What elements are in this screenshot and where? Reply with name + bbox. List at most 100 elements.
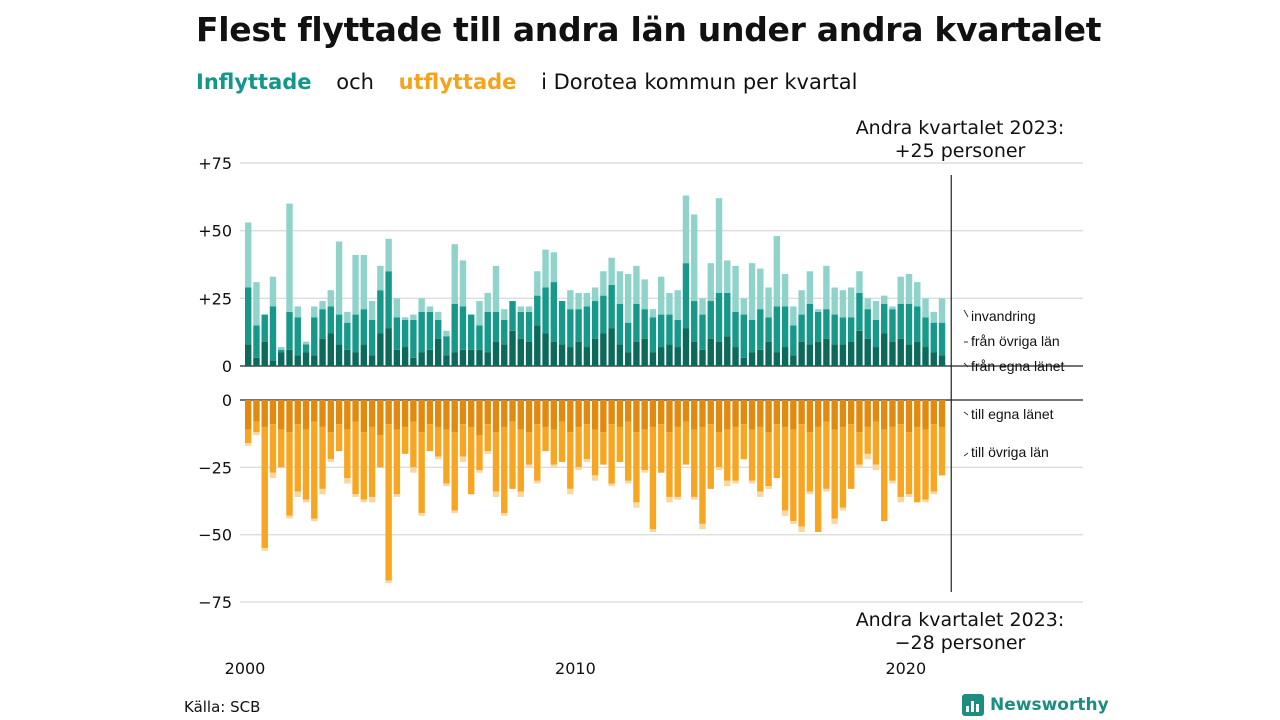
- in-immigration-bar: [831, 287, 838, 315]
- out-emigration-bar: [748, 480, 756, 484]
- in-own-bar: [881, 333, 888, 366]
- bottom-tick-label: −25: [198, 458, 232, 477]
- in-immigration-bar: [740, 298, 747, 315]
- out-own-bar: [534, 400, 541, 425]
- out-emigration-bar: [831, 518, 838, 524]
- out-own-bar: [335, 400, 343, 425]
- out-other-bar: [624, 421, 632, 481]
- out-emigration-bar: [905, 494, 913, 497]
- out-other-bar: [699, 426, 706, 524]
- subtitle-and: och: [336, 70, 374, 94]
- in-immigration-bar: [806, 271, 814, 304]
- out-own-bar: [302, 400, 310, 430]
- out-other-bar: [567, 432, 574, 489]
- in-own-bar: [649, 352, 657, 366]
- in-immigration-bar: [583, 292, 591, 307]
- in-immigration-bar: [302, 341, 310, 345]
- out-emigration-bar: [798, 526, 805, 532]
- in-own-bar: [773, 352, 781, 366]
- in-own-bar: [748, 352, 756, 366]
- label-till-ovriga-lan-leader: [963, 452, 969, 457]
- chart-title: Flest flyttade till andra län under andr…: [196, 10, 1102, 49]
- out-own-bar: [633, 400, 640, 433]
- out-own-bar: [765, 400, 772, 433]
- in-immigration-bar: [624, 273, 632, 323]
- out-other-bar: [401, 426, 409, 454]
- in-other-bar: [344, 322, 351, 350]
- out-other-bar: [806, 432, 814, 492]
- in-own-bar: [476, 349, 483, 366]
- out-emigration-bar: [567, 488, 574, 495]
- in-other-bar: [938, 322, 946, 356]
- out-other-bar: [385, 424, 392, 581]
- out-other-bar: [501, 426, 508, 514]
- in-own-bar: [624, 352, 632, 366]
- bottom-tick-label: −75: [198, 593, 232, 612]
- brand-logo[interactable]: Newsworthy: [962, 694, 1109, 716]
- top-tick-label: +50: [198, 222, 232, 241]
- out-own-bar: [658, 400, 665, 425]
- in-other-bar: [922, 317, 929, 348]
- out-emigration-bar: [550, 464, 558, 468]
- out-own-bar: [839, 400, 847, 427]
- in-other-bar: [434, 319, 442, 339]
- in-other-bar: [773, 306, 781, 353]
- in-own-bar: [542, 333, 549, 366]
- out-other-bar: [327, 432, 334, 460]
- in-other-bar: [658, 314, 665, 348]
- in-own-bar: [418, 352, 425, 366]
- subtitle-rest: i Dorotea kommun per kvartal: [541, 70, 858, 94]
- out-own-bar: [368, 400, 376, 427]
- in-own-bar: [377, 333, 384, 366]
- in-own-bar: [319, 338, 326, 366]
- in-immigration-bar: [616, 271, 624, 304]
- out-other-bar: [872, 421, 880, 465]
- in-own-bar: [674, 347, 681, 366]
- out-other-bar: [286, 432, 293, 516]
- in-immigration-bar: [591, 287, 599, 302]
- in-immigration-bar: [253, 282, 260, 326]
- out-emigration-bar: [633, 502, 640, 508]
- x-tick-label: 2000: [225, 659, 266, 678]
- out-own-bar: [525, 400, 533, 433]
- in-own-bar: [261, 341, 268, 366]
- in-other-bar: [591, 301, 599, 339]
- in-immigration-bar: [418, 298, 425, 312]
- label-invandring: invandring: [971, 308, 1036, 324]
- in-other-bar: [823, 309, 830, 339]
- out-emigration-bar: [839, 507, 847, 511]
- out-emigration-bar: [575, 467, 582, 471]
- chart-subtitle: Inflyttade och utflyttade i Dorotea komm…: [196, 70, 875, 94]
- out-own-bar: [649, 400, 657, 427]
- out-emigration-bar: [781, 510, 789, 516]
- in-other-bar: [831, 314, 838, 345]
- out-other-bar: [905, 432, 913, 495]
- out-own-bar: [261, 400, 268, 427]
- in-immigration-bar: [641, 279, 648, 310]
- in-own-bar: [905, 344, 913, 366]
- in-immigration-bar: [864, 298, 871, 310]
- out-emigration-bar: [641, 470, 648, 473]
- out-own-bar: [278, 400, 285, 430]
- out-own-bar: [451, 400, 458, 433]
- in-other-bar: [492, 311, 500, 342]
- in-other-bar: [624, 322, 632, 353]
- in-immigration-bar: [567, 290, 574, 310]
- in-other-bar: [352, 314, 359, 353]
- out-emigration-bar: [666, 496, 673, 503]
- out-own-bar: [691, 400, 698, 430]
- in-other-bar: [847, 317, 855, 342]
- out-other-bar: [765, 432, 772, 487]
- out-emigration-bar: [352, 494, 359, 497]
- out-own-bar: [831, 400, 838, 430]
- in-own-bar: [517, 338, 524, 366]
- in-other-bar: [633, 303, 640, 342]
- out-other-bar: [476, 435, 483, 471]
- in-immigration-bar: [245, 222, 252, 288]
- in-immigration-bar: [658, 276, 665, 315]
- in-other-bar: [616, 303, 624, 345]
- in-other-bar: [261, 314, 268, 342]
- in-other-bar: [484, 311, 491, 353]
- out-own-bar: [567, 400, 574, 433]
- out-emigration-bar: [327, 459, 334, 462]
